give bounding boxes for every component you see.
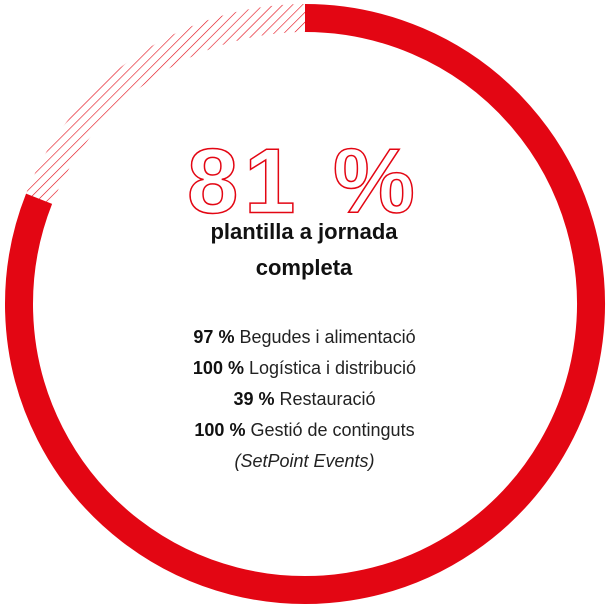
remainder-track <box>26 4 306 204</box>
donut-arc <box>5 4 605 604</box>
center-value-label: 81 % <box>187 130 421 232</box>
